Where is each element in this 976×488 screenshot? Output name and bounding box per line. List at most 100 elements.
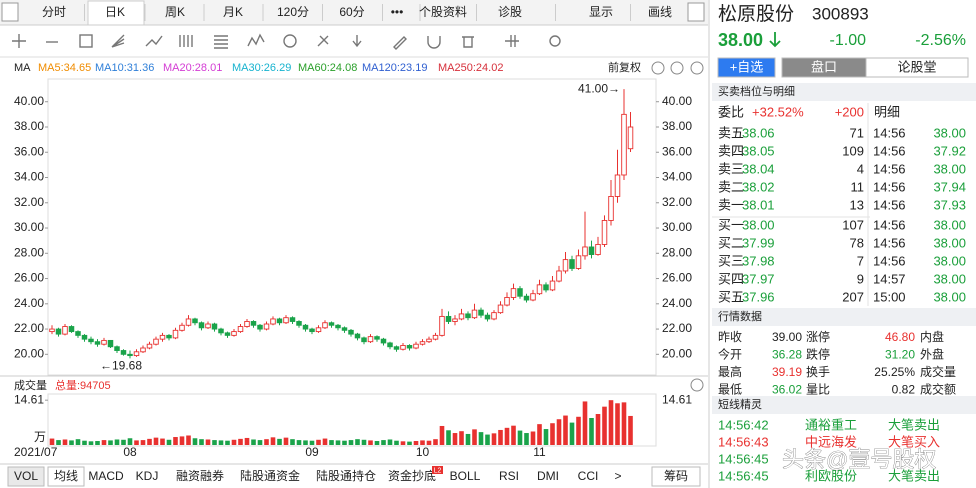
candle-body [68, 326, 75, 333]
tab[interactable]: 日K [105, 5, 125, 19]
volume-bar [517, 430, 523, 445]
tool-cycle[interactable] [179, 35, 193, 47]
candle-body [211, 323, 218, 330]
indicator-tab[interactable]: MACD [88, 469, 124, 483]
tool-fan[interactable] [111, 34, 125, 48]
volume-bar [56, 440, 61, 445]
volume-bar [426, 440, 432, 445]
candle-body [413, 343, 419, 349]
market-cell: 量比 [806, 383, 830, 397]
indicator-tab[interactable]: 陆股通资金 [240, 468, 300, 483]
market-cell: 成交额 [920, 382, 956, 397]
y-tick-label: 28.00 [662, 245, 692, 259]
volume-bar [420, 440, 425, 445]
tab[interactable]: 个股资料 [419, 5, 467, 19]
button[interactable] [865, 57, 969, 78]
elf-cell[interactable]: 利欧股份 [805, 468, 857, 483]
book-level: 买一 [718, 217, 744, 232]
trade-time: 14:56 [873, 253, 906, 268]
tool-delete[interactable] [462, 36, 474, 48]
tool-settings[interactable] [549, 35, 561, 47]
volume-bar [49, 438, 55, 445]
tool-wave[interactable] [145, 35, 163, 47]
tab-frame [7, 466, 45, 487]
candle-body [166, 334, 172, 339]
candle-body [88, 338, 94, 343]
volume-bar [452, 433, 458, 445]
tab[interactable]: 画线 [648, 5, 672, 19]
candle-body [400, 345, 406, 350]
tab[interactable]: 周K [165, 5, 185, 19]
elf-cell[interactable]: 通裕重工 [805, 417, 857, 432]
tab[interactable]: ••• [391, 5, 404, 19]
volume-bar [335, 440, 341, 445]
button[interactable] [717, 57, 776, 78]
tool-pen[interactable] [393, 36, 407, 50]
tool-rect[interactable] [79, 34, 93, 48]
indicator-tab[interactable]: 均线 [54, 469, 78, 483]
candle-body [517, 288, 523, 297]
add-indicator[interactable] [651, 61, 665, 75]
ma-legend: MA60:24.08 [298, 62, 357, 74]
y-tick-label: 24.00 [14, 296, 44, 310]
button-label[interactable]: +自选 [730, 59, 764, 74]
candle-body [471, 309, 478, 319]
tab[interactable]: 分时 [42, 5, 66, 19]
tool-fib[interactable] [214, 35, 228, 49]
candle-body [478, 309, 484, 316]
tool-arrow[interactable] [352, 35, 362, 48]
elf-cell[interactable]: 中远海发 [805, 434, 857, 449]
indicator-tab[interactable]: 陆股通持仓 [316, 468, 376, 483]
indicator-tab[interactable]: > [614, 469, 621, 483]
ratio-diff: +200 [835, 104, 864, 119]
candle-body [185, 318, 192, 326]
remove-indicator[interactable] [670, 61, 684, 75]
indicator-tab[interactable]: DMI [537, 469, 559, 483]
indicator-tab[interactable]: 筹码 [664, 469, 688, 483]
volume-bar [205, 439, 211, 445]
indicator-tab[interactable]: 融资融券 [176, 468, 224, 483]
volume-bar [121, 439, 126, 445]
x-tick-label: 11 [533, 445, 546, 459]
indicator-tab[interactable]: 资金抄底 [388, 468, 436, 483]
button-label[interactable]: 论股堂 [897, 59, 936, 74]
tab[interactable]: 诊股 [498, 5, 522, 19]
tool-pitch[interactable] [317, 35, 329, 47]
indicator-tab[interactable]: RSI [499, 469, 519, 483]
volume-bar [153, 437, 159, 445]
tab[interactable]: 60分 [339, 5, 364, 19]
panel-controls [651, 61, 704, 392]
candle-body [140, 347, 146, 353]
tool-circle[interactable] [283, 34, 297, 48]
tool-magnet[interactable] [427, 36, 441, 49]
tab[interactable]: 显示 [589, 5, 613, 19]
volume-bar [608, 400, 614, 445]
market-cell: 涨停 [806, 329, 830, 344]
indicator-tab[interactable]: CCI [578, 469, 599, 483]
volume-bar [537, 424, 542, 445]
market-cell: 36.02 [772, 383, 802, 397]
candle-body [510, 288, 517, 298]
volume-bar [550, 423, 555, 445]
y-tick-label: 34.00 [662, 170, 692, 184]
window-icon[interactable] [687, 2, 705, 22]
volume-settings[interactable] [690, 378, 704, 392]
volume-bar [140, 440, 146, 445]
candle-body [380, 338, 387, 344]
close-indicator[interactable] [690, 61, 704, 75]
tab-frame [651, 466, 701, 487]
indicator-tab[interactable]: VOL [14, 469, 38, 483]
tab[interactable]: 120分 [277, 5, 309, 19]
menu-icon[interactable] [1, 2, 19, 22]
book-volume: 78 [850, 235, 864, 250]
button-label[interactable]: 盘口 [811, 59, 837, 74]
tool-expand[interactable] [505, 35, 519, 47]
x-tick-label: 2021/07 [14, 445, 58, 459]
y-tick-label: 14.61 [14, 392, 44, 406]
indicator-tab[interactable]: KDJ [136, 469, 159, 483]
tool-crosshair[interactable] [12, 34, 26, 48]
adjust-mode[interactable]: 前复权 [608, 60, 641, 74]
tab[interactable]: 月K [223, 5, 243, 19]
tool-pattern[interactable] [247, 33, 265, 47]
indicator-tab[interactable]: BOLL [450, 469, 481, 483]
